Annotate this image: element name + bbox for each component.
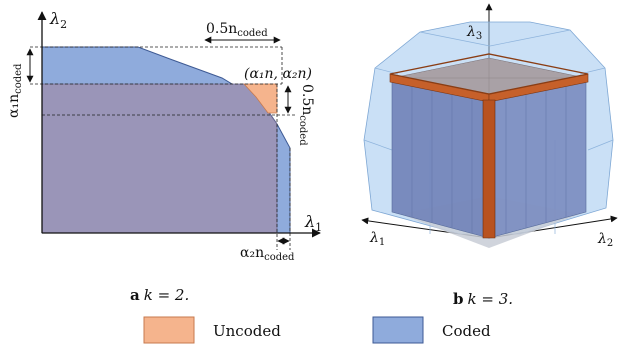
x-axis-label: λ1 [304, 212, 322, 234]
corner-point-label: (α₁n, α₂n) [244, 66, 312, 82]
axis-1-label: λ1 [369, 230, 385, 248]
right-gap-label: 0.5ncoded [297, 84, 315, 146]
cube-right-face [488, 77, 587, 239]
axis-3-label: λ3 [466, 24, 482, 42]
left-dim-label: α₁ncoded [6, 63, 24, 118]
legend-uncoded-swatch [143, 316, 195, 344]
legend-coded-swatch [372, 316, 424, 344]
axis-2-label: λ2 [597, 231, 613, 249]
legend-coded-label: Coded [442, 322, 491, 340]
bottom-dim-label: α₂ncoded [240, 245, 295, 263]
orange-vertical-edge [482, 99, 496, 239]
dashed-guides [30, 46, 295, 250]
legend: Uncoded Coded [143, 316, 491, 344]
orange-edge-top-rim [389, 53, 589, 95]
top-gap-label: 0.5ncoded [206, 21, 268, 39]
cube-left-face [391, 77, 490, 239]
legend-uncoded-label: Uncoded [213, 322, 281, 340]
panel-a-diagram: λ2 λ1 0.5ncoded (α₁n, α₂n) α₁ncoded 0.5n… [6, 9, 322, 304]
y-axis-label: λ2 [49, 9, 67, 31]
cube-stripes [411, 82, 567, 233]
uncoded-overlap-region [41, 83, 278, 234]
